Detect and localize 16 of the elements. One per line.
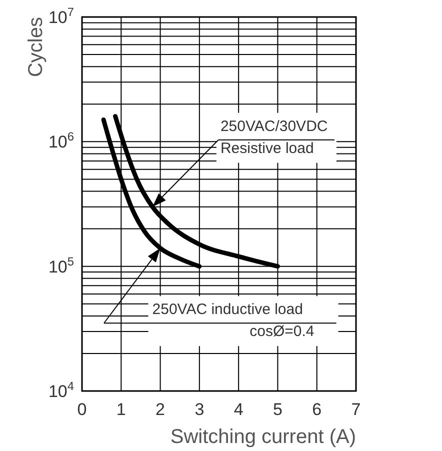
x-tick-label: 7 <box>351 400 361 419</box>
x-tick-label: 4 <box>234 400 244 419</box>
annotation: 250VAC inductive load cosØ=0.4 <box>152 301 314 340</box>
x-tick-label: 0 <box>77 400 87 419</box>
y-tick-label: 10$^{5}$ <box>48 254 74 276</box>
x-tick-label: 1 <box>116 400 126 419</box>
annotation: 250VAC/30VDC Resistive load <box>220 118 328 157</box>
y-axis-title: Cycles <box>25 17 47 78</box>
y-tick-label: 10$^{4}$ <box>48 379 74 401</box>
y-tick-label: 10$^{7}$ <box>48 5 74 27</box>
x-tick-label: 6 <box>312 400 322 419</box>
x-tick-label: 2 <box>156 400 166 419</box>
y-tick-label: 10$^{6}$ <box>48 130 74 152</box>
x-axis-title: Switching current (A) <box>170 426 356 448</box>
x-tick-label: 3 <box>194 400 204 419</box>
x-tick-label: 5 <box>272 400 282 419</box>
